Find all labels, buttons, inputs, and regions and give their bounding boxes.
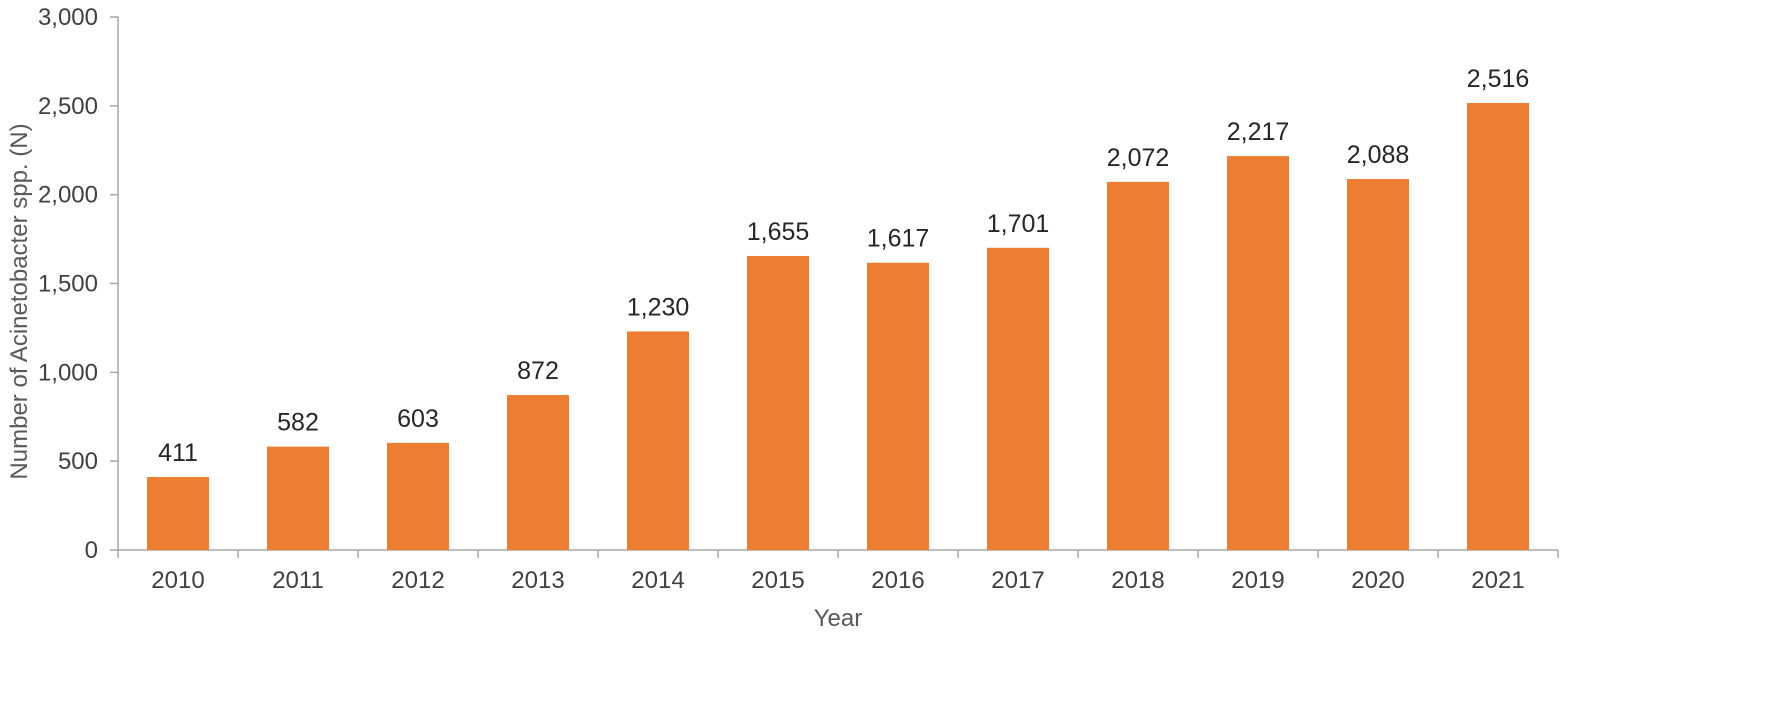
bar-2011 xyxy=(267,446,329,550)
bar-2014 xyxy=(627,331,689,550)
bar-2018 xyxy=(1107,181,1169,550)
x-tick-label: 2015 xyxy=(751,567,804,594)
bar-2021 xyxy=(1467,102,1529,551)
y-tick-label: 500 xyxy=(58,448,98,475)
y-axis-title: Number of Acinetobacter spp. (N) xyxy=(6,123,33,479)
data-label-2014: 1,230 xyxy=(627,293,690,321)
data-label-2016: 1,617 xyxy=(867,225,930,253)
bars xyxy=(147,102,1529,551)
x-tick-label: 2016 xyxy=(871,567,924,594)
y-tick-label: 0 xyxy=(85,537,98,564)
data-label-2012: 603 xyxy=(397,405,439,433)
data-label-2021: 2,516 xyxy=(1467,65,1530,93)
data-label-2013: 872 xyxy=(517,357,559,385)
bar-2012 xyxy=(387,442,449,550)
y-tick-label: 3,000 xyxy=(38,4,98,31)
x-tick-label: 2010 xyxy=(151,567,204,594)
bar-2017 xyxy=(987,247,1049,550)
x-axis-title: Year xyxy=(814,605,863,632)
data-label-2018: 2,072 xyxy=(1107,144,1170,172)
x-tick-label: 2012 xyxy=(391,567,444,594)
x-tick-label: 2011 xyxy=(272,567,324,594)
bar-2015 xyxy=(747,255,809,550)
data-label-2020: 2,088 xyxy=(1347,141,1410,169)
data-label-2019: 2,217 xyxy=(1227,118,1290,146)
x-tick-label: 2021 xyxy=(1471,567,1524,594)
data-label-2017: 1,701 xyxy=(987,210,1050,238)
data-labels: 411 582 603 872 1,230 1,655 1,617 1,701 2,072 2,2… xyxy=(158,65,1529,467)
x-tick-label: 2019 xyxy=(1231,567,1284,594)
data-label-2015: 1,655 xyxy=(747,218,810,246)
y-tick-label: 1,000 xyxy=(38,359,98,386)
x-tick-label: 2017 xyxy=(991,567,1044,594)
x-tick-label: 2020 xyxy=(1351,567,1404,594)
y-axis: 0 500 1,000 1,500 2,000 2,500 3,000 xyxy=(38,4,119,564)
bar-2010 xyxy=(147,476,209,550)
x-axis: 2010 2011 2012 2013 2014 2015 2016 2017 2018 2019… xyxy=(117,549,1559,594)
y-tick-label: 1,500 xyxy=(38,271,98,298)
x-tick-label: 2014 xyxy=(631,567,684,594)
bar-2016 xyxy=(867,262,929,550)
data-label-2011: 582 xyxy=(277,409,319,437)
bar-2020 xyxy=(1347,179,1409,551)
data-label-2010: 411 xyxy=(158,439,198,467)
bar-2019 xyxy=(1227,156,1289,550)
y-tick-label: 2,000 xyxy=(38,182,98,209)
y-tick-label: 2,500 xyxy=(38,93,98,120)
x-tick-label: 2018 xyxy=(1111,567,1164,594)
bar-2013 xyxy=(507,395,569,550)
x-tick-label: 2013 xyxy=(511,567,564,594)
